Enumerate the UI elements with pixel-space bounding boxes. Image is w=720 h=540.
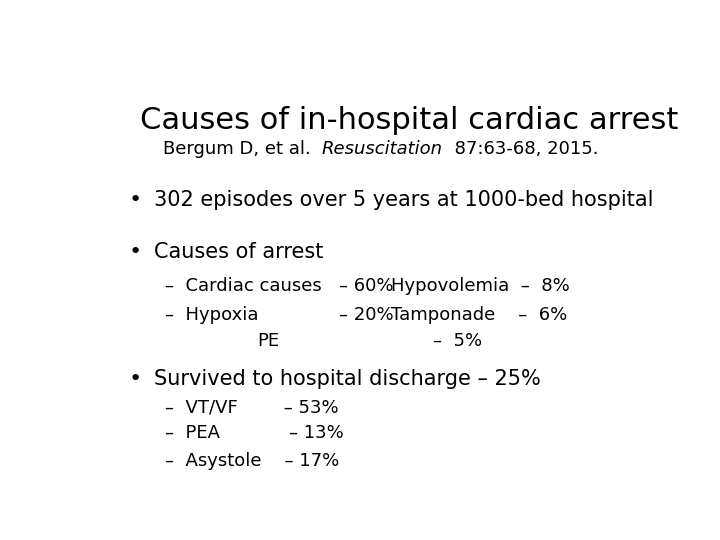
- Text: Causes of in-hospital cardiac arrest: Causes of in-hospital cardiac arrest: [140, 106, 678, 136]
- Text: Tamponade    –  6%: Tamponade – 6%: [392, 306, 567, 324]
- Text: –  5%: – 5%: [433, 332, 482, 350]
- Text: PE: PE: [258, 332, 279, 350]
- Text: Survived to hospital discharge – 25%: Survived to hospital discharge – 25%: [154, 369, 541, 389]
- Text: –  Hypoxia              – 20%: – Hypoxia – 20%: [166, 306, 394, 324]
- Text: 302 episodes over 5 years at 1000-bed hospital: 302 episodes over 5 years at 1000-bed ho…: [154, 190, 654, 210]
- Text: Bergum D, et al.: Bergum D, et al.: [163, 140, 322, 158]
- Text: Causes of arrest: Causes of arrest: [154, 241, 323, 261]
- Text: Resuscitation: Resuscitation: [322, 140, 443, 158]
- Text: •: •: [129, 190, 143, 210]
- Text: •: •: [129, 369, 143, 389]
- Text: –  Cardiac causes   – 60%: – Cardiac causes – 60%: [166, 277, 394, 295]
- Text: –  Asystole    – 17%: – Asystole – 17%: [166, 453, 340, 470]
- Text: •: •: [129, 241, 143, 261]
- Text: –  PEA            – 13%: – PEA – 13%: [166, 424, 344, 442]
- Text: 87:63-68, 2015.: 87:63-68, 2015.: [443, 140, 598, 158]
- Text: Hypovolemia  –  8%: Hypovolemia – 8%: [392, 277, 570, 295]
- Text: –  VT/VF        – 53%: – VT/VF – 53%: [166, 399, 339, 416]
